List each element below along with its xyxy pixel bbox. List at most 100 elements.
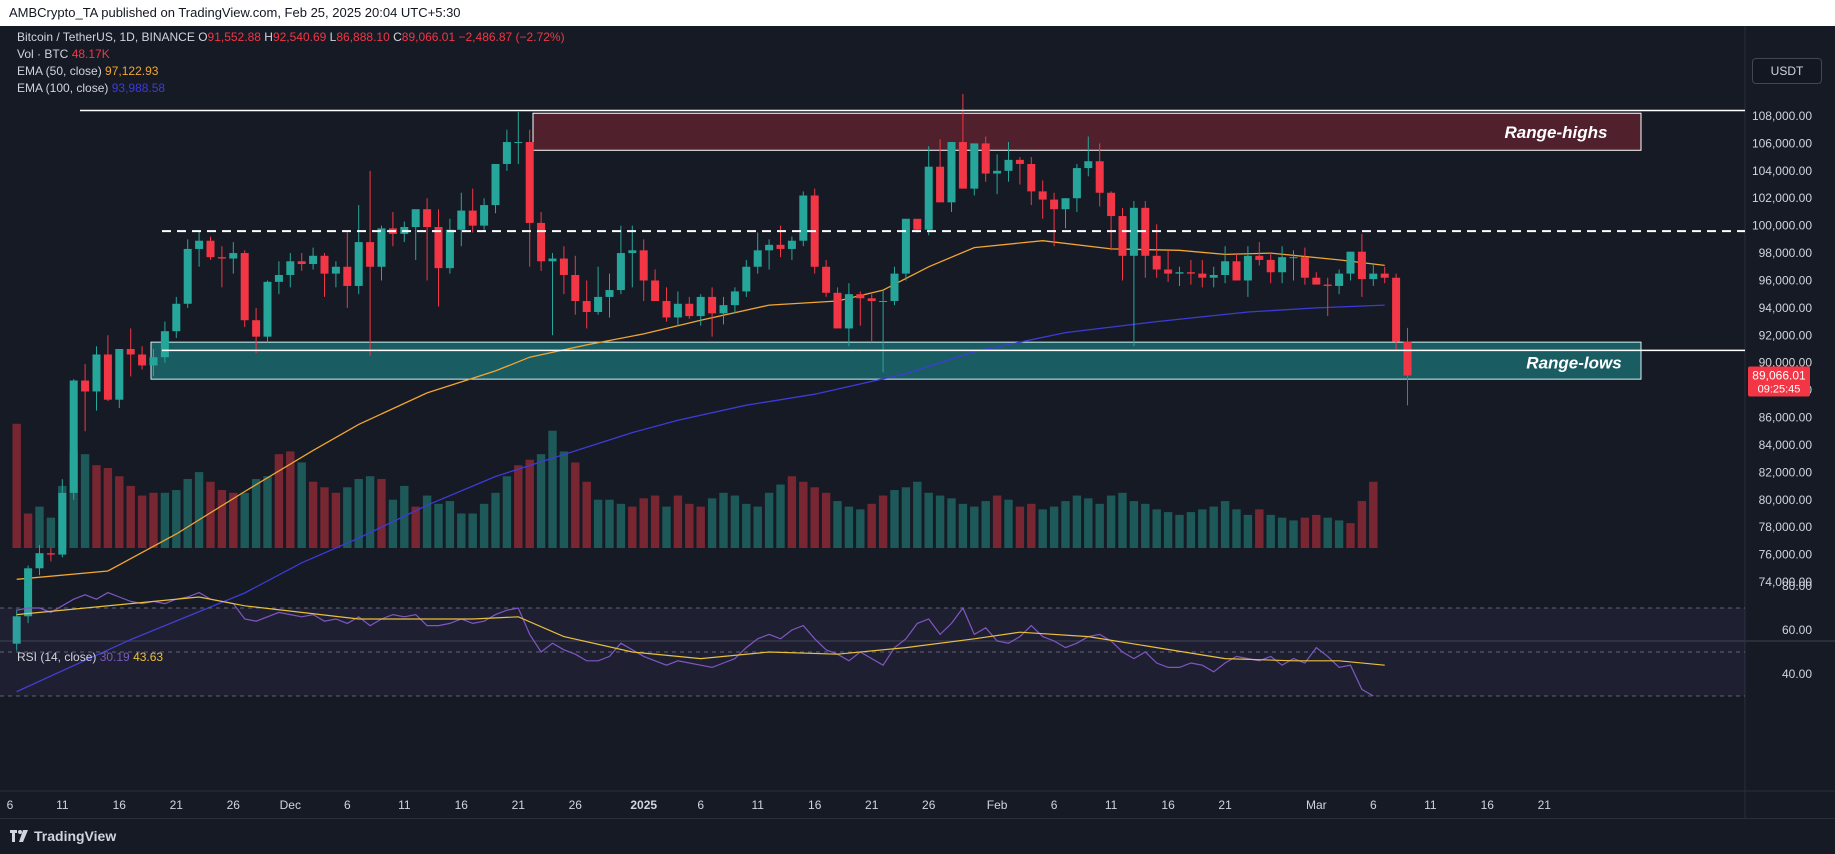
candle-body bbox=[12, 616, 21, 644]
volume-bar bbox=[810, 487, 819, 548]
volume-bar bbox=[160, 492, 170, 548]
candle-body bbox=[138, 354, 147, 366]
volume-bar bbox=[639, 498, 648, 548]
volume-bar bbox=[844, 506, 854, 548]
volume-bar bbox=[924, 492, 933, 548]
candle-body bbox=[651, 280, 660, 302]
candle bbox=[366, 170, 375, 356]
volume-bar bbox=[1152, 509, 1161, 548]
candle bbox=[628, 225, 637, 288]
volume-bar bbox=[1038, 509, 1047, 548]
candle-body bbox=[628, 250, 637, 254]
volume-bar bbox=[628, 506, 637, 548]
time-tick-label: 2025 bbox=[630, 798, 657, 812]
time-tick-label: 16 bbox=[455, 798, 469, 812]
candle bbox=[514, 111, 523, 164]
time-tick-label: 6 bbox=[7, 798, 14, 812]
time-tick-label: 11 bbox=[56, 798, 69, 812]
ema100-legend[interactable]: EMA (100, close) 93,988.58 bbox=[17, 81, 165, 95]
volume-bar bbox=[799, 481, 808, 548]
currency-selector[interactable]: USDT bbox=[1752, 58, 1822, 84]
volume-bar bbox=[217, 490, 227, 548]
price-tick-label: 76,000.00 bbox=[1759, 548, 1813, 562]
candle bbox=[651, 269, 660, 302]
candle-body bbox=[115, 348, 124, 400]
candle bbox=[993, 154, 1002, 195]
candle bbox=[331, 261, 340, 288]
candle-body bbox=[263, 281, 272, 337]
volume-bar bbox=[764, 492, 774, 548]
candle bbox=[160, 321, 169, 363]
candle bbox=[1255, 242, 1264, 266]
price-tick-label: 96,000.00 bbox=[1759, 273, 1813, 287]
candle-body bbox=[502, 142, 511, 164]
rsi-tick-label: 40.00 bbox=[1782, 667, 1812, 681]
candle bbox=[1289, 250, 1298, 281]
volume-bar bbox=[1163, 512, 1173, 548]
rsi-legend[interactable]: RSI (14, close) 30.19 43.63 bbox=[17, 650, 163, 664]
volume-bar bbox=[274, 454, 284, 548]
volume-bar bbox=[479, 503, 489, 548]
candle bbox=[457, 192, 466, 247]
range-lows-zone bbox=[150, 341, 1642, 380]
volume-bar bbox=[1220, 501, 1230, 548]
candle bbox=[981, 136, 990, 182]
candle bbox=[445, 218, 454, 274]
candle bbox=[958, 94, 967, 189]
candle-body bbox=[913, 218, 922, 230]
volume-bar bbox=[673, 495, 683, 548]
candle-body bbox=[58, 492, 67, 555]
candle bbox=[605, 273, 614, 318]
candle bbox=[1038, 180, 1047, 219]
footer: TradingView bbox=[0, 818, 1835, 854]
volume-bar bbox=[1084, 498, 1093, 548]
tradingview-logo[interactable]: TradingView bbox=[10, 828, 116, 844]
candle-body bbox=[1369, 273, 1378, 280]
candle-body bbox=[742, 266, 751, 292]
time-axis: 6 11 16 21 26 Dec 6 11 16 21 26 2025 6 11 16 21 26 Feb 6 11… bbox=[7, 798, 1552, 812]
candle bbox=[1403, 327, 1412, 406]
rsi-line bbox=[16, 591, 1374, 697]
candle bbox=[252, 307, 261, 354]
time-tick-label: 26 bbox=[922, 798, 936, 812]
candle-body bbox=[1084, 161, 1093, 169]
candle bbox=[787, 236, 796, 260]
candle-body bbox=[901, 218, 910, 274]
candle bbox=[537, 211, 546, 271]
candle-body bbox=[1152, 255, 1161, 270]
time-tick-label: 16 bbox=[808, 798, 822, 812]
candle-body bbox=[457, 210, 466, 230]
volume-bar bbox=[981, 501, 990, 548]
candle bbox=[1346, 251, 1355, 281]
candle-body bbox=[776, 244, 785, 249]
candle bbox=[947, 142, 956, 212]
candle-body bbox=[320, 255, 329, 274]
candle-body bbox=[1164, 269, 1173, 274]
candle bbox=[1312, 272, 1321, 285]
volume-bar bbox=[1243, 514, 1253, 548]
time-tick-label: 21 bbox=[1218, 798, 1232, 812]
candle bbox=[1221, 246, 1230, 284]
symbol-label[interactable]: Bitcoin / TetherUS, 1D, BINANCE bbox=[17, 30, 195, 44]
chart-canvas[interactable]: 80.00 60.00 40.00 108,000.00 106,000.00 104,… bbox=[0, 26, 1835, 818]
ema50-legend[interactable]: EMA (50, close) 97,122.93 bbox=[17, 64, 158, 78]
volume-bar bbox=[1186, 512, 1196, 548]
volume-legend[interactable]: Vol · BTC 48.17K bbox=[17, 47, 110, 61]
price-tick-label: 92,000.00 bbox=[1759, 328, 1813, 342]
candle-body bbox=[822, 266, 831, 293]
price-tick-label: 102,000.00 bbox=[1752, 191, 1812, 205]
volume-bar bbox=[696, 506, 705, 548]
volume-bar bbox=[286, 451, 295, 548]
candle bbox=[502, 129, 511, 171]
close-label: C bbox=[393, 30, 402, 44]
volume-bar bbox=[194, 472, 204, 548]
candle bbox=[183, 239, 192, 308]
ema50-label: EMA (50, close) bbox=[17, 64, 102, 78]
candle bbox=[1243, 246, 1252, 297]
candle-body bbox=[833, 292, 842, 329]
volume-bar bbox=[1289, 520, 1298, 548]
candle-body bbox=[1027, 163, 1036, 192]
candle-body bbox=[445, 229, 454, 269]
volume-bar bbox=[1369, 481, 1378, 548]
chart-frame[interactable]: 80.00 60.00 40.00 108,000.00 106,000.00 104,… bbox=[0, 26, 1835, 818]
